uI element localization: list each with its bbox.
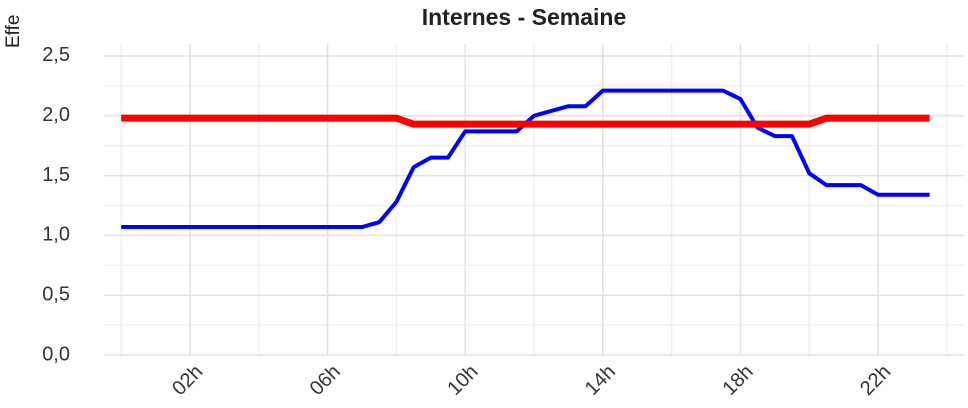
x-tick-label: 18h [719, 361, 758, 400]
x-tick-label: 22h [856, 361, 895, 400]
y-tick-label: 1,5 [42, 164, 70, 186]
x-tick-label: 06h [306, 361, 345, 400]
y-tick-label: 2,5 [42, 44, 70, 66]
y-tick-label: 0,5 [42, 283, 70, 305]
y-axis-label: Effe [3, 15, 24, 48]
x-tick-label: 14h [581, 361, 620, 400]
chart-title: Internes - Semaine [422, 4, 627, 30]
y-tick-label: 0,0 [42, 343, 70, 365]
y-tick-label: 1,0 [42, 224, 70, 246]
y-tick-label: 2,0 [42, 104, 70, 126]
x-tick-label: 10h [443, 361, 482, 400]
x-tick-label: 02h [168, 361, 207, 400]
data-line [121, 88, 930, 230]
data-line [121, 114, 930, 128]
